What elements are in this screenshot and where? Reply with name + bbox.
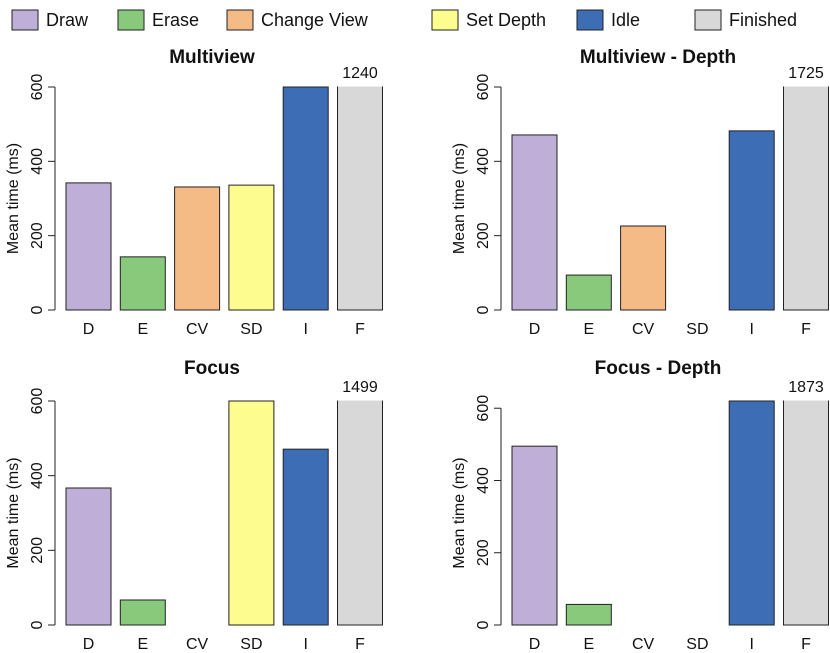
bar — [783, 400, 829, 626]
x-tick-label: I — [303, 636, 307, 653]
y-tick-label: 600 — [475, 74, 492, 101]
bar — [282, 448, 329, 626]
x-tick-label: SD — [240, 321, 262, 338]
legend-swatch — [226, 9, 254, 31]
legend-swatch — [576, 9, 604, 31]
bar — [228, 184, 275, 311]
x-tick-label: D — [529, 321, 541, 338]
bar — [228, 400, 275, 626]
chart-title: Multiview - Depth — [580, 47, 736, 68]
x-tick-label: SD — [686, 321, 708, 338]
value-label: 1725 — [788, 65, 824, 82]
bar — [620, 225, 667, 311]
bar — [728, 130, 775, 311]
y-tick-label: 600 — [29, 74, 46, 101]
x-tick-label: SD — [686, 636, 708, 653]
y-tick-label: 0 — [475, 620, 492, 629]
y-tick-label: 0 — [475, 305, 492, 314]
y-tick-label: 200 — [29, 537, 46, 564]
value-label: 1240 — [342, 65, 378, 82]
legend-swatch — [694, 9, 722, 31]
legend-label: Erase — [152, 10, 199, 30]
value-label: 1873 — [788, 379, 824, 396]
y-axis-label: Mean time (ms) — [451, 143, 468, 254]
bar — [65, 487, 112, 626]
y-tick-label: 400 — [29, 462, 46, 489]
y-tick-label: 600 — [475, 395, 492, 422]
x-tick-label: D — [529, 636, 541, 653]
bar — [565, 603, 612, 626]
x-tick-label: D — [83, 636, 95, 653]
x-tick-label: I — [749, 321, 753, 338]
bar — [728, 400, 775, 626]
legend-label: Idle — [611, 10, 640, 30]
bar — [65, 182, 112, 311]
bar — [511, 445, 558, 626]
x-tick-label: D — [83, 321, 95, 338]
x-tick-label: CV — [186, 321, 209, 338]
legend-swatch — [11, 9, 39, 31]
x-tick-label: CV — [632, 636, 655, 653]
bar — [337, 400, 383, 626]
bar — [282, 86, 329, 311]
chart-title: Multiview — [169, 47, 255, 68]
x-tick-label: E — [137, 636, 148, 653]
x-tick-label: F — [355, 321, 365, 338]
bar — [565, 274, 612, 311]
bar — [337, 86, 383, 311]
x-tick-label: CV — [632, 321, 655, 338]
y-tick-label: 0 — [29, 620, 46, 629]
y-tick-label: 600 — [29, 388, 46, 415]
x-tick-label: F — [355, 636, 365, 653]
value-label: 1499 — [342, 379, 378, 396]
legend-label: Finished — [729, 10, 797, 30]
x-tick-label: F — [801, 636, 811, 653]
legend-label: Draw — [46, 10, 89, 30]
y-tick-label: 200 — [29, 222, 46, 249]
y-tick-label: 400 — [475, 148, 492, 175]
legend-swatch — [431, 9, 459, 31]
y-tick-label: 400 — [475, 467, 492, 494]
x-tick-label: E — [583, 321, 594, 338]
y-axis-label: Mean time (ms) — [5, 143, 22, 254]
x-tick-label: I — [303, 321, 307, 338]
bar — [119, 256, 166, 311]
y-tick-label: 400 — [29, 148, 46, 175]
y-axis-label: Mean time (ms) — [451, 457, 468, 568]
plot-area — [65, 86, 383, 311]
bar — [511, 134, 558, 311]
y-tick-label: 200 — [475, 222, 492, 249]
x-tick-label: CV — [186, 636, 209, 653]
x-tick-label: F — [801, 321, 811, 338]
x-tick-label: E — [137, 321, 148, 338]
bar — [119, 599, 166, 626]
x-tick-label: E — [583, 636, 594, 653]
legend-swatch — [117, 9, 145, 31]
plot-area — [511, 86, 829, 311]
plot-area — [65, 400, 383, 626]
x-tick-label: SD — [240, 636, 262, 653]
y-tick-label: 0 — [29, 305, 46, 314]
chart-title: Focus - Depth — [595, 358, 722, 379]
bar — [174, 186, 221, 311]
y-axis-label: Mean time (ms) — [5, 457, 22, 568]
bar — [783, 86, 829, 311]
y-tick-label: 200 — [475, 539, 492, 566]
legend-label: Set Depth — [466, 10, 546, 30]
legend-label: Change View — [261, 10, 369, 30]
chart-title: Focus — [184, 358, 240, 379]
plot-area — [511, 400, 829, 626]
x-tick-label: I — [749, 636, 753, 653]
